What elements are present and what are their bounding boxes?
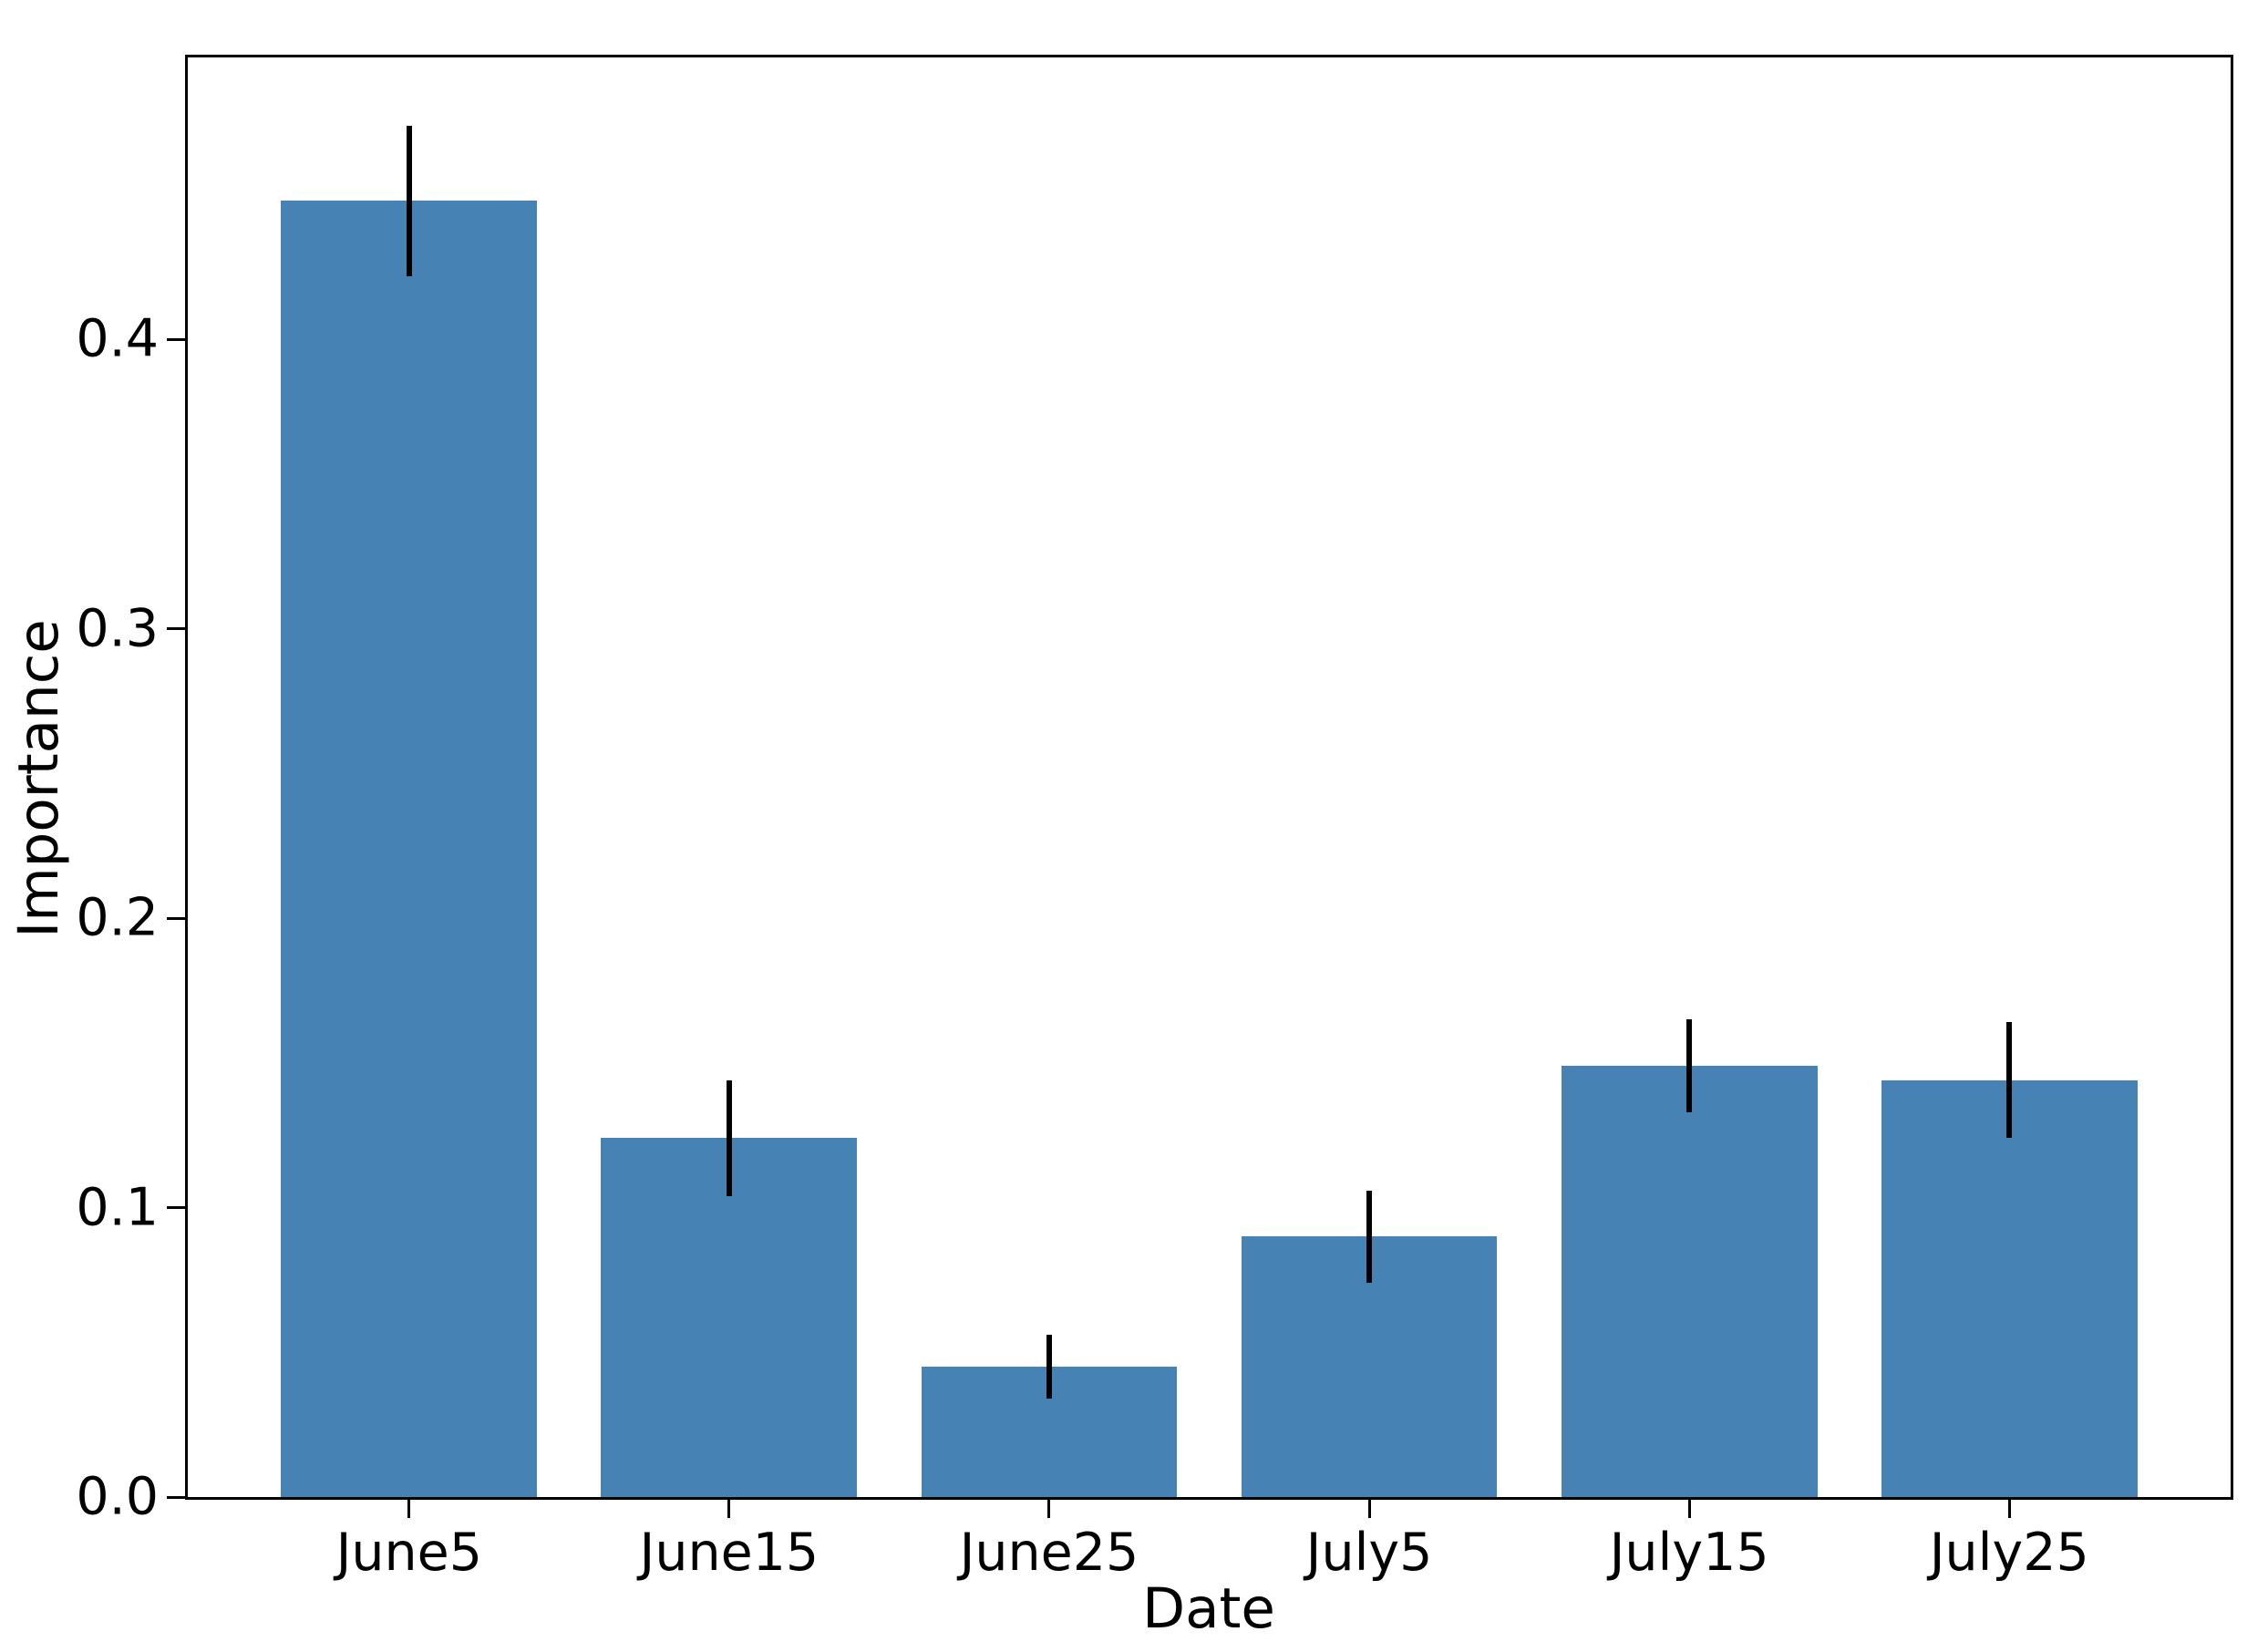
y-tick-mark: [167, 337, 185, 341]
error-bar-june15: [726, 1079, 732, 1196]
y-tick-mark: [167, 916, 185, 920]
x-tick-label-june15: June15: [639, 1523, 820, 1583]
y-tick-mark: [167, 1206, 185, 1210]
x-axis-label: Date: [1142, 1576, 1275, 1641]
y-tick-label: 0.0: [76, 1466, 159, 1527]
x-tick-label-july15: July15: [1609, 1523, 1769, 1583]
bar-june5: [281, 201, 538, 1497]
error-bar-june25: [1046, 1335, 1052, 1399]
x-tick-mark: [1687, 1500, 1691, 1518]
y-tick-label: 0.4: [76, 308, 159, 369]
bar-july25: [1881, 1079, 2138, 1497]
x-tick-mark: [1047, 1500, 1051, 1518]
plot-area: 0.0 0.1 0.2 0.3 0.4 June5 June15 June25 July5 Jul…: [76, 55, 2233, 1579]
x-tick-mark: [2007, 1500, 2011, 1518]
bar-july15: [1561, 1066, 1818, 1497]
y-tick-mark: [167, 1495, 185, 1499]
x-tick-mark: [407, 1500, 411, 1518]
x-tick-mark: [727, 1500, 731, 1518]
y-tick-label: 0.3: [76, 598, 159, 659]
error-bar-july5: [1366, 1190, 1373, 1284]
y-tick-label: 0.1: [76, 1177, 159, 1238]
bar-june15: [601, 1138, 858, 1497]
x-tick-mark: [1367, 1500, 1371, 1518]
error-bar-july15: [1686, 1019, 1693, 1112]
x-tick-label-july5: July5: [1305, 1523, 1433, 1583]
x-tick-label-june25: June25: [959, 1523, 1139, 1583]
x-tick-label-july25: July25: [1929, 1523, 2089, 1583]
x-tick-label-june5: June5: [335, 1523, 482, 1583]
error-bar-june5: [406, 125, 412, 276]
y-tick-label: 0.2: [76, 887, 159, 948]
error-bar-july25: [2006, 1022, 2013, 1139]
y-tick-mark: [167, 627, 185, 631]
y-axis-label: Importance: [6, 619, 71, 938]
